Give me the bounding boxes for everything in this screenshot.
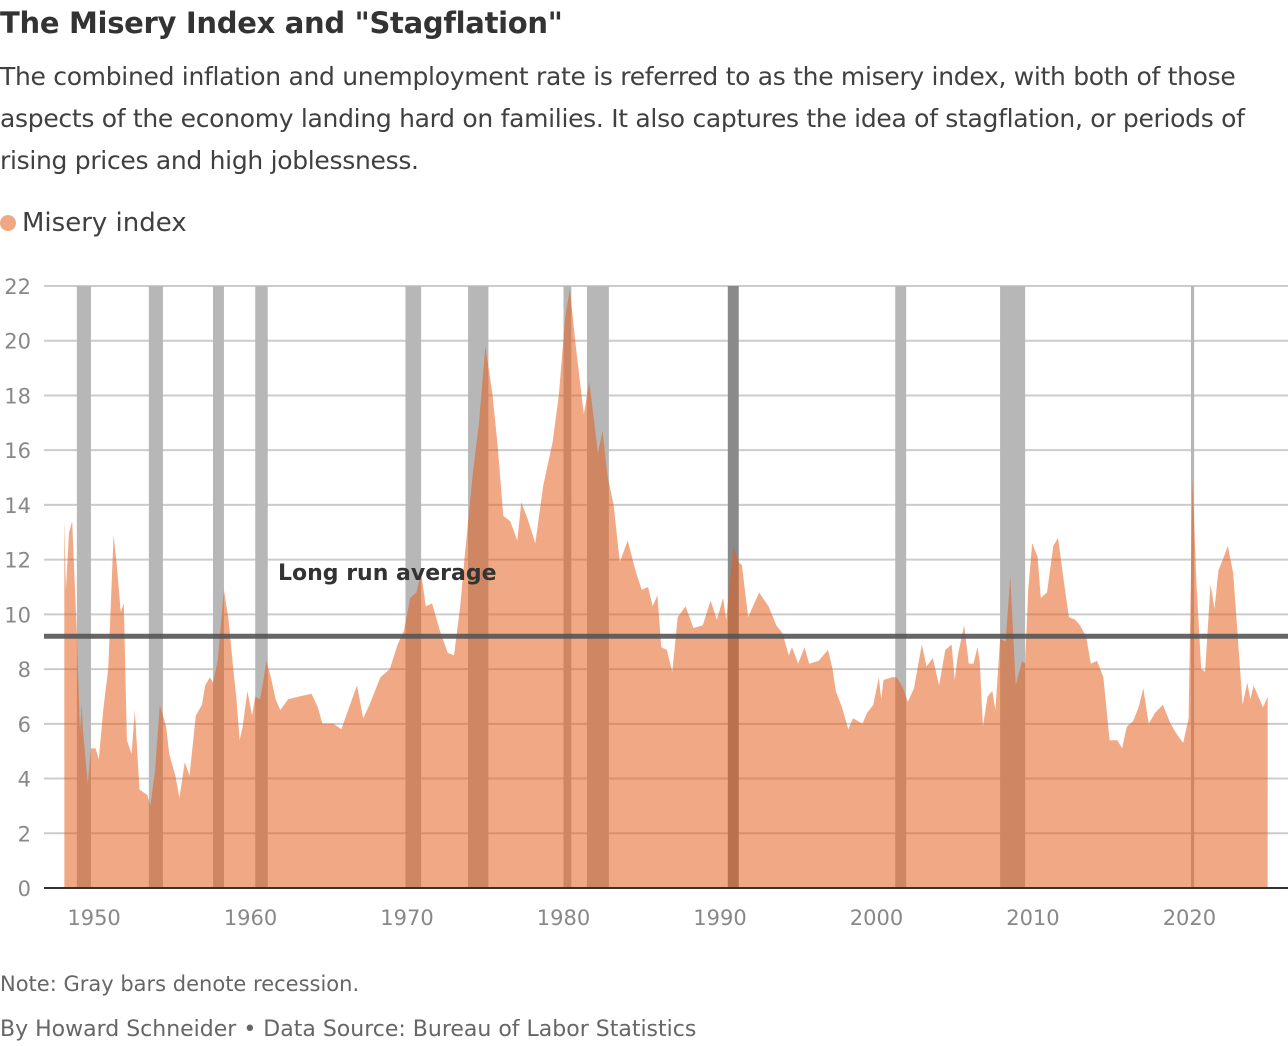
long-run-average-label: Long run average: [278, 561, 497, 586]
x-tick-label: 2000: [850, 906, 903, 930]
y-tick-label: 6: [18, 713, 31, 737]
y-tick-label: 16: [4, 439, 31, 463]
x-tick-label: 2020: [1163, 906, 1216, 930]
x-tick-label: 1980: [537, 906, 590, 930]
chart-subtitle: The combined inflation and unemployment …: [0, 62, 1245, 175]
byline: By Howard Schneider • Data Source: Burea…: [0, 1017, 697, 1042]
legend-label: Misery index: [22, 208, 187, 238]
y-tick-label: 8: [18, 658, 31, 682]
y-tick-label: 10: [4, 603, 31, 627]
y-tick-label: 12: [4, 549, 31, 573]
y-axis-ticks: 0 2 4 6 8 10 12 14 16 18 20 22: [4, 275, 31, 901]
y-tick-label: 14: [4, 494, 31, 518]
recession-bar: [895, 286, 907, 888]
recession-bar: [212, 286, 224, 888]
chart-title: The Misery Index and "Stagflation": [0, 6, 563, 40]
x-tick-label: 1960: [224, 906, 277, 930]
y-tick-label: 0: [18, 877, 31, 901]
y-tick-label: 4: [18, 768, 31, 792]
misery-index-area: [64, 288, 1268, 888]
x-tick-label: 1970: [380, 906, 433, 930]
legend-dot-icon: [0, 215, 16, 231]
y-tick-label: 18: [4, 384, 31, 408]
legend: Misery index: [0, 208, 187, 238]
x-tick-label: 2010: [1006, 906, 1059, 930]
y-tick-label: 22: [4, 275, 31, 299]
y-tick-label: 2: [18, 822, 31, 846]
y-tick-label: 20: [4, 330, 31, 354]
x-tick-label: 1950: [67, 906, 120, 930]
x-axis-ticks: 1950 1960 1970 1980 1990 2000 2010 2020: [67, 906, 1216, 930]
note: Note: Gray bars denote recession.: [0, 972, 360, 996]
x-tick-label: 1990: [693, 906, 746, 930]
